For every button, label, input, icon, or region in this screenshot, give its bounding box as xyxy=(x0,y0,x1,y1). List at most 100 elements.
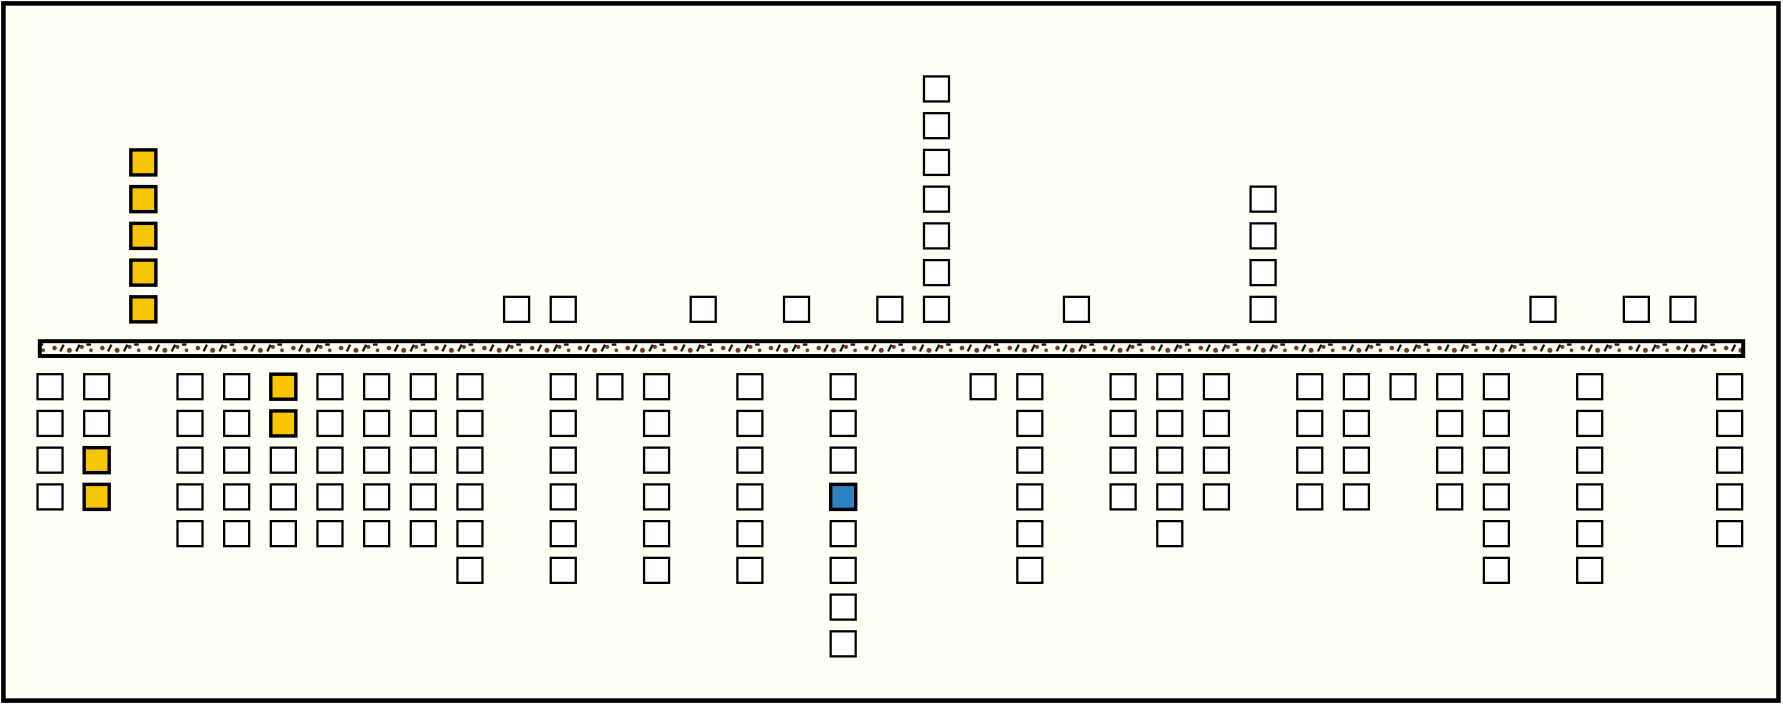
tile-empty xyxy=(829,446,857,474)
tile-empty xyxy=(1156,373,1184,401)
tile-empty xyxy=(549,556,577,585)
tile-empty xyxy=(269,519,297,548)
tile-empty xyxy=(736,519,764,548)
tile-empty xyxy=(922,75,951,103)
tile-empty xyxy=(1016,483,1044,511)
tile-empty xyxy=(502,295,531,323)
tile-empty xyxy=(1016,519,1044,548)
tile-empty xyxy=(456,519,484,548)
tile-gold xyxy=(82,445,111,475)
tile-empty xyxy=(316,373,344,401)
tile-empty xyxy=(549,446,577,474)
tile-empty xyxy=(736,446,764,474)
tile-empty xyxy=(409,409,437,438)
tile-empty xyxy=(83,409,111,438)
tile-empty xyxy=(362,409,391,438)
tile-empty xyxy=(1482,409,1511,438)
tile-empty xyxy=(269,483,297,511)
tile-empty xyxy=(223,519,251,548)
tile-empty xyxy=(1716,519,1744,548)
tile-empty xyxy=(1622,295,1650,323)
tile-empty xyxy=(829,519,857,548)
tile-empty xyxy=(223,446,251,474)
tile-empty xyxy=(1716,483,1744,511)
tile-empty xyxy=(316,483,344,511)
tile-empty xyxy=(176,483,204,511)
tile-empty xyxy=(1389,373,1417,401)
tile-empty xyxy=(1342,373,1371,401)
tile-gold xyxy=(269,372,298,401)
tile-empty xyxy=(362,446,391,474)
tile-gold xyxy=(129,221,158,251)
tile-empty xyxy=(1436,373,1464,401)
tile-empty xyxy=(1109,446,1137,474)
tile-empty xyxy=(1296,409,1324,438)
tile-empty xyxy=(456,556,484,585)
tile-empty xyxy=(642,483,671,511)
tile-empty xyxy=(1249,258,1277,287)
tile-empty xyxy=(1342,446,1371,474)
tile-empty xyxy=(829,593,857,621)
tile-empty xyxy=(922,258,951,287)
tile-empty xyxy=(409,519,437,548)
tile-empty xyxy=(1109,409,1137,438)
tile-empty xyxy=(1576,483,1604,511)
tile-empty xyxy=(922,222,951,250)
tile-empty xyxy=(36,409,64,438)
tile-empty xyxy=(456,446,484,474)
ground xyxy=(37,339,1746,358)
tile-empty xyxy=(736,373,764,401)
tile-empty xyxy=(36,483,64,511)
tile-empty xyxy=(1016,556,1044,585)
tile-empty xyxy=(1202,409,1231,438)
tile-empty xyxy=(969,373,997,401)
tile-empty xyxy=(689,295,717,323)
tile-empty xyxy=(1716,446,1744,474)
tile-empty xyxy=(1342,483,1371,511)
tile-empty xyxy=(1156,483,1184,511)
tile-empty xyxy=(316,446,344,474)
tile-empty xyxy=(1156,409,1184,438)
tile-empty xyxy=(409,483,437,511)
tile-gold xyxy=(269,409,298,438)
tile-empty xyxy=(362,519,391,548)
tile-empty xyxy=(922,185,951,213)
tile-empty xyxy=(1482,483,1511,511)
tile-empty xyxy=(1296,373,1324,401)
tile-empty xyxy=(409,446,437,474)
tile-empty xyxy=(1529,295,1557,323)
tile-empty xyxy=(1109,483,1137,511)
tile-empty xyxy=(1436,409,1464,438)
tile-empty xyxy=(36,446,64,474)
tile-empty xyxy=(456,409,484,438)
tile-empty xyxy=(1249,295,1277,323)
tile-empty xyxy=(83,373,111,401)
tile-empty xyxy=(1576,446,1604,474)
tile-empty xyxy=(223,483,251,511)
tile-gold xyxy=(82,482,111,512)
tile-empty xyxy=(176,373,204,401)
tile-empty xyxy=(1342,409,1371,438)
tile-empty xyxy=(456,483,484,511)
tile-empty xyxy=(409,373,437,401)
tile-empty xyxy=(642,409,671,438)
tile-empty xyxy=(782,295,811,323)
tile-empty xyxy=(1482,446,1511,474)
tile-empty xyxy=(829,373,857,401)
tile-empty xyxy=(1669,295,1697,323)
tile-empty xyxy=(1062,295,1091,323)
tile-empty xyxy=(1016,446,1044,474)
tile-empty xyxy=(922,295,951,323)
tile-empty xyxy=(736,483,764,511)
tile-empty xyxy=(316,409,344,438)
tile-empty xyxy=(549,373,577,401)
tile-empty xyxy=(1482,556,1511,585)
tile-empty xyxy=(1436,446,1464,474)
tile-empty xyxy=(736,409,764,438)
tile-empty xyxy=(1482,373,1511,401)
tile-empty xyxy=(1576,409,1604,438)
tile-empty xyxy=(596,373,624,401)
tile-empty xyxy=(922,148,951,177)
